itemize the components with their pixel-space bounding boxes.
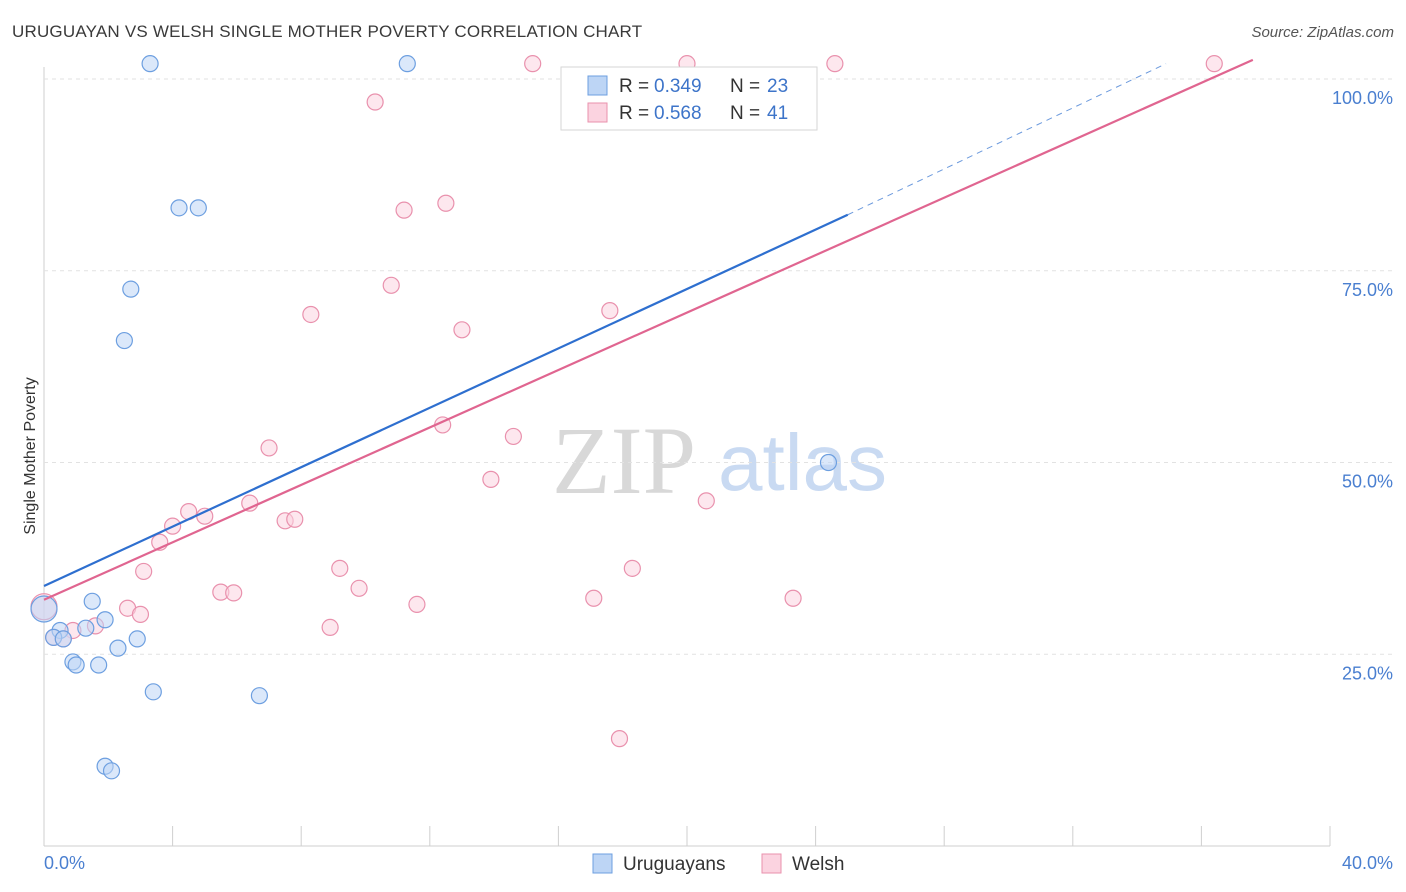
uruguayan-point-6 — [819, 453, 838, 472]
uruguayan-point-8 — [30, 595, 58, 623]
y-tick-label-25: 25.0% — [1342, 663, 1393, 683]
welsh-point-34 — [321, 618, 339, 637]
welsh-points — [30, 55, 1223, 748]
welsh-point-15 — [697, 492, 715, 510]
welsh-point-28 — [225, 584, 243, 602]
welsh-point-3 — [1205, 55, 1223, 73]
welsh-point-6 — [395, 201, 413, 219]
uruguayan-point-17 — [67, 656, 85, 674]
legend-n-value-2: 41 — [767, 103, 788, 124]
bottom-legend-swatch-uruguayans — [592, 853, 613, 874]
welsh-point-2 — [826, 55, 844, 73]
uruguayan-trend-line — [43, 213, 849, 587]
welsh-point-8 — [302, 305, 320, 324]
uruguayan-point-2 — [170, 199, 188, 217]
welsh-point-23 — [135, 562, 153, 581]
legend-n-label-1: N = — [730, 76, 760, 97]
uruguayan-point-13 — [54, 630, 72, 648]
watermark-atlas: atlas — [718, 418, 887, 507]
uruguayan-point-19 — [144, 683, 162, 701]
welsh-point-10 — [453, 321, 471, 339]
gridlines — [44, 78, 1393, 655]
y-axis-label: Single Mother Poverty — [22, 377, 39, 534]
uruguayan-point-5 — [115, 331, 133, 350]
legend-n-label-2: N = — [730, 103, 760, 124]
source-credit: Source: ZipAtlas.com — [1251, 24, 1394, 41]
legend-r-label-1: R = — [619, 76, 649, 97]
legend-swatch-uruguayans — [587, 75, 608, 96]
welsh-point-33 — [131, 605, 150, 623]
legend-r-value-2: 0.568 — [654, 103, 702, 124]
welsh-point-14 — [482, 470, 500, 488]
uruguayan-points — [30, 55, 838, 780]
uruguayan-point-3 — [189, 199, 207, 217]
uruguayan-point-7 — [83, 592, 101, 610]
welsh-point-40 — [610, 730, 629, 748]
legend-swatch-welsh — [587, 102, 608, 123]
uruguayan-point-14 — [128, 630, 146, 648]
uruguayan-point-10 — [77, 619, 95, 637]
welsh-point-4 — [366, 93, 384, 111]
welsh-point-12 — [504, 427, 522, 446]
uruguayan-point-1 — [398, 55, 416, 73]
bottom-legend-swatch-welsh — [761, 853, 782, 874]
uruguayan-point-18 — [90, 656, 108, 674]
x-axis-ticks — [43, 826, 1331, 846]
x-tick-label-min: 0.0% — [44, 853, 85, 873]
chart-title: URUGUAYAN VS WELSH SINGLE MOTHER POVERTY… — [12, 22, 643, 41]
welsh-point-7 — [382, 276, 400, 294]
y-tick-label-75: 75.0% — [1342, 280, 1393, 300]
watermark-zip: ZIP — [552, 407, 696, 514]
legend-r-label-2: R = — [619, 103, 649, 124]
welsh-point-24 — [331, 559, 349, 577]
uruguayan-point-4 — [122, 280, 140, 298]
welsh-point-29 — [784, 589, 802, 607]
legend-n-value-1: 23 — [767, 76, 788, 97]
legend-r-value-1: 0.349 — [654, 76, 702, 97]
correlation-legend: R = 0.349 N = 23 R = 0.568 N = 41 — [560, 66, 818, 131]
uruguayan-point-22 — [102, 762, 121, 780]
welsh-trend-line — [43, 58, 1254, 601]
welsh-point-25 — [623, 559, 641, 577]
welsh-point-0 — [524, 55, 542, 73]
x-tick-label-max: 40.0% — [1342, 853, 1393, 873]
welsh-point-30 — [585, 589, 603, 607]
welsh-point-26 — [350, 579, 368, 597]
y-axis-tick-labels: 25.0% 50.0% 75.0% 100.0% — [1332, 88, 1393, 683]
welsh-point-5 — [437, 194, 455, 212]
welsh-point-9 — [601, 302, 619, 320]
trend-lines — [43, 58, 1254, 601]
uruguayan-point-20 — [250, 687, 269, 705]
uruguayan-point-15 — [109, 639, 127, 657]
series-legend: Uruguayans Welsh — [592, 853, 844, 875]
y-tick-label-50: 50.0% — [1342, 472, 1393, 492]
welsh-point-13 — [260, 439, 278, 457]
welsh-point-20 — [286, 510, 304, 528]
bottom-legend-label-welsh: Welsh — [792, 854, 844, 875]
uruguayan-trend-extension — [847, 63, 1167, 216]
y-tick-label-100: 100.0% — [1332, 88, 1393, 108]
welsh-point-31 — [408, 595, 426, 613]
uruguayan-point-0 — [141, 55, 159, 73]
uruguayan-point-9 — [96, 611, 114, 629]
bottom-legend-label-uruguayans: Uruguayans — [623, 854, 725, 875]
